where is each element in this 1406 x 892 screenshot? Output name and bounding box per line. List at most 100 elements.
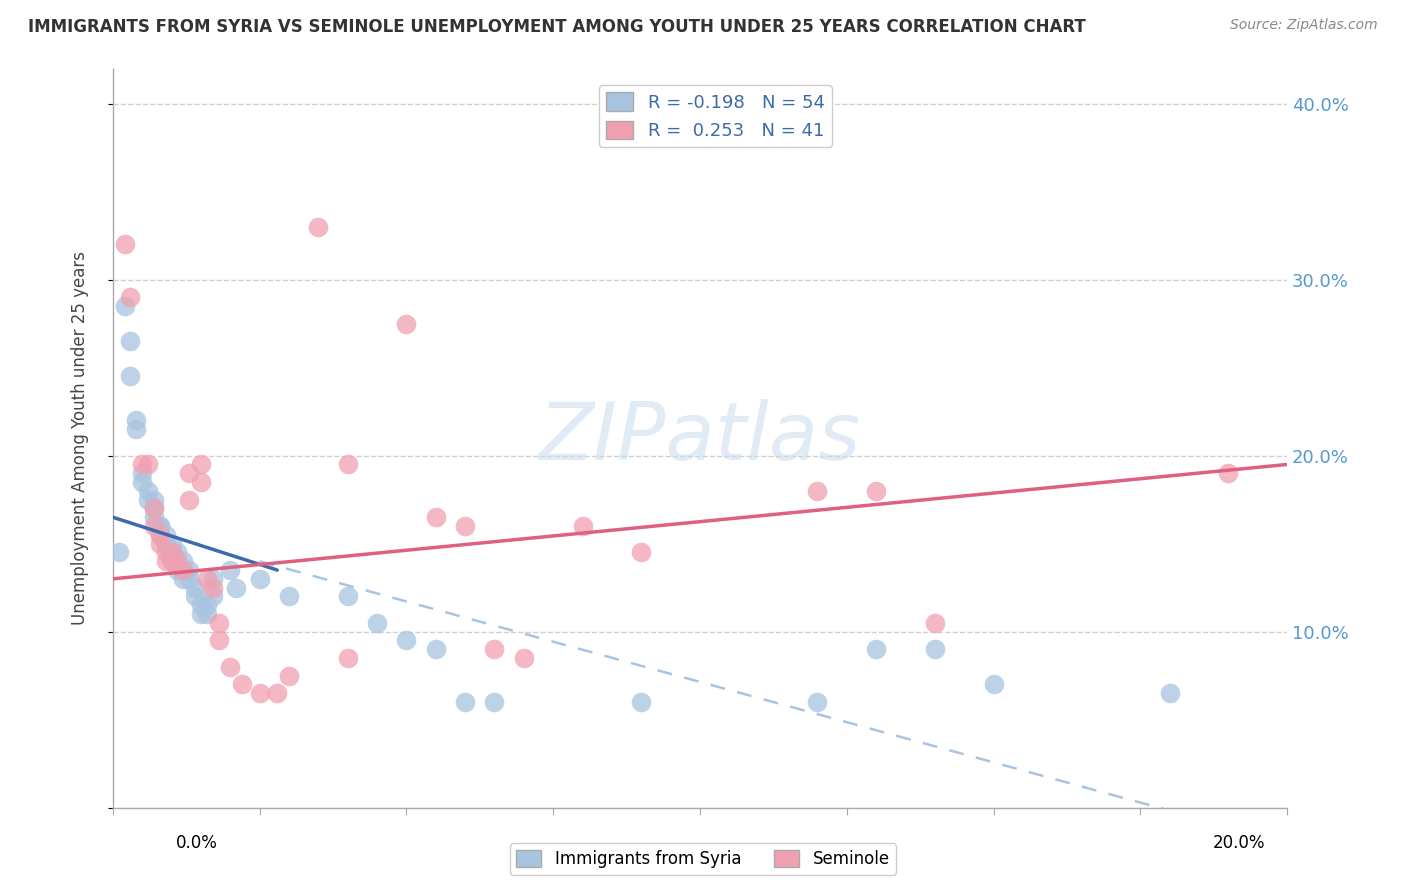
Point [172, 563, 194, 577]
Point [160, 554, 183, 568]
Point [125, 413, 148, 427]
Point [924, 615, 946, 630]
Point [366, 615, 388, 630]
Point [207, 633, 229, 648]
Point [131, 458, 153, 472]
Point [155, 528, 177, 542]
Point [172, 572, 194, 586]
Point [160, 545, 183, 559]
Point [630, 695, 652, 709]
Text: 20.0%: 20.0% [1213, 834, 1265, 852]
Point [149, 536, 172, 550]
Point [184, 581, 207, 595]
Point [190, 607, 212, 621]
Point [484, 642, 506, 657]
Point [107, 545, 129, 559]
Point [201, 590, 224, 604]
Point [184, 590, 207, 604]
Point [142, 519, 165, 533]
Point [120, 290, 142, 304]
Point [172, 554, 194, 568]
Point [166, 554, 188, 568]
Point [336, 590, 359, 604]
Point [924, 642, 946, 657]
Point [806, 695, 828, 709]
Text: Source: ZipAtlas.com: Source: ZipAtlas.com [1230, 18, 1378, 32]
Point [149, 519, 172, 533]
Text: ZIPatlas: ZIPatlas [538, 399, 860, 477]
Point [425, 642, 447, 657]
Point [806, 483, 828, 498]
Point [155, 536, 177, 550]
Y-axis label: Unemployment Among Youth under 25 years: Unemployment Among Youth under 25 years [72, 251, 89, 625]
Point [179, 467, 201, 481]
Point [179, 492, 201, 507]
Point [166, 545, 188, 559]
Point [142, 492, 165, 507]
Point [142, 510, 165, 524]
Point [201, 572, 224, 586]
Point [395, 633, 418, 648]
Point [142, 501, 165, 516]
Point [336, 458, 359, 472]
Legend: Immigrants from Syria, Seminole: Immigrants from Syria, Seminole [509, 843, 897, 875]
Point [190, 458, 212, 472]
Point [136, 458, 159, 472]
Point [865, 483, 887, 498]
Point [160, 554, 183, 568]
Point [155, 536, 177, 550]
Point [425, 510, 447, 524]
Point [155, 545, 177, 559]
Point [179, 563, 201, 577]
Point [190, 475, 212, 489]
Point [1159, 686, 1181, 700]
Point [166, 554, 188, 568]
Point [195, 607, 218, 621]
Point [136, 483, 159, 498]
Point [219, 563, 242, 577]
Point [395, 317, 418, 331]
Point [195, 599, 218, 613]
Point [142, 501, 165, 516]
Point [201, 581, 224, 595]
Point [131, 467, 153, 481]
Point [225, 581, 247, 595]
Point [513, 651, 536, 665]
Point [219, 660, 242, 674]
Point [454, 519, 477, 533]
Point [266, 686, 288, 700]
Point [125, 422, 148, 436]
Point [865, 642, 887, 657]
Point [231, 677, 253, 691]
Point [983, 677, 1005, 691]
Point [136, 492, 159, 507]
Point [249, 686, 271, 700]
Point [172, 563, 194, 577]
Point [630, 545, 652, 559]
Point [166, 563, 188, 577]
Point [454, 695, 477, 709]
Point [571, 519, 593, 533]
Text: 0.0%: 0.0% [176, 834, 218, 852]
Point [120, 369, 142, 384]
Point [120, 334, 142, 349]
Point [149, 528, 172, 542]
Point [484, 695, 506, 709]
Point [278, 590, 301, 604]
Point [249, 572, 271, 586]
Point [1218, 467, 1240, 481]
Point [207, 615, 229, 630]
Text: IMMIGRANTS FROM SYRIA VS SEMINOLE UNEMPLOYMENT AMONG YOUTH UNDER 25 YEARS CORREL: IMMIGRANTS FROM SYRIA VS SEMINOLE UNEMPL… [28, 18, 1085, 36]
Point [114, 237, 136, 252]
Point [307, 219, 329, 234]
Point [155, 554, 177, 568]
Point [114, 299, 136, 313]
Point [195, 572, 218, 586]
Point [160, 545, 183, 559]
Legend: R = -0.198   N = 54, R =  0.253   N = 41: R = -0.198 N = 54, R = 0.253 N = 41 [599, 85, 832, 147]
Point [190, 599, 212, 613]
Point [131, 475, 153, 489]
Point [160, 536, 183, 550]
Point [149, 519, 172, 533]
Point [149, 528, 172, 542]
